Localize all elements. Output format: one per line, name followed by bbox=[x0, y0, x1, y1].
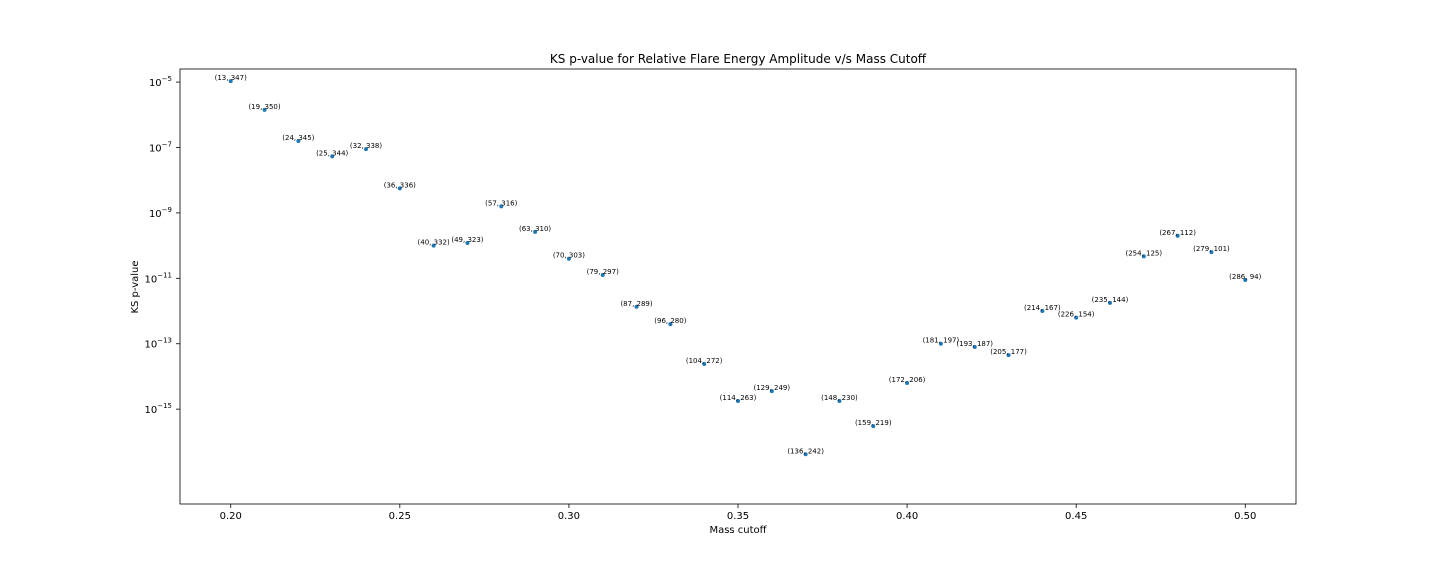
x-tick-label: 0.45 bbox=[1065, 511, 1087, 522]
y-tick-label: 10−9 bbox=[149, 206, 172, 220]
point-annotations: (13, 347) (19, 350) (24, 345)(25, 344)(32,… bbox=[215, 74, 1262, 455]
point-label: (136, 242) bbox=[787, 447, 824, 455]
point-label: (96, 280) bbox=[654, 317, 686, 325]
data-point bbox=[330, 154, 335, 159]
data-point bbox=[803, 452, 808, 457]
point-label: (159, 219) bbox=[855, 419, 892, 427]
data-point bbox=[1243, 277, 1248, 282]
chart-title: KS p-value for Relative Flare Energy Amp… bbox=[550, 52, 927, 66]
point-label: (79, 297) bbox=[587, 268, 619, 276]
data-point bbox=[634, 304, 639, 309]
point-label: (57, 316) bbox=[485, 199, 517, 207]
data-point bbox=[938, 341, 943, 346]
point-label: (49, 323) bbox=[451, 236, 483, 244]
data-point bbox=[228, 79, 233, 84]
data-point bbox=[1006, 353, 1011, 358]
data-point bbox=[1040, 309, 1045, 314]
data-point bbox=[296, 138, 301, 143]
data-point bbox=[702, 362, 707, 367]
y-tick-label: 10−15 bbox=[144, 402, 172, 416]
point-label: (129, 249) bbox=[753, 384, 790, 392]
data-point bbox=[397, 186, 402, 191]
point-label: (19, 350) bbox=[248, 103, 280, 111]
data-point bbox=[905, 380, 910, 385]
x-tick-label: 0.20 bbox=[220, 511, 242, 522]
point-label: (70, 303) bbox=[553, 252, 585, 260]
x-axis: 0.20 0.25 0.30 0.35 0.40 0.45 0.50 bbox=[220, 504, 1256, 522]
data-point bbox=[600, 273, 605, 278]
y-axis: 10−5 10−7 10−9 10−11 10−13 10−15 bbox=[144, 75, 180, 416]
x-tick-label: 0.25 bbox=[389, 511, 411, 522]
data-point bbox=[431, 243, 436, 248]
data-point bbox=[533, 229, 538, 234]
plot-frame bbox=[179, 68, 1297, 505]
point-label: (63, 310) bbox=[519, 225, 551, 233]
x-axis-label: Mass cutoff bbox=[709, 525, 767, 536]
point-label: (13, 347) bbox=[215, 74, 247, 82]
data-point bbox=[736, 398, 740, 403]
x-tick-label: 0.30 bbox=[558, 511, 580, 522]
data-point bbox=[1108, 300, 1112, 305]
data-point bbox=[465, 241, 470, 245]
point-label: (114, 263) bbox=[720, 394, 757, 402]
data-points bbox=[228, 79, 1248, 457]
data-point bbox=[1141, 254, 1146, 259]
point-label: (193, 187) bbox=[956, 340, 993, 348]
point-label: (40, 332) bbox=[418, 239, 450, 247]
y-tick-label: 10−7 bbox=[149, 140, 172, 154]
x-tick-label: 0.40 bbox=[896, 511, 918, 522]
point-label: (32, 338) bbox=[350, 142, 382, 150]
data-point bbox=[364, 147, 368, 152]
y-tick-label: 10−13 bbox=[144, 337, 172, 351]
data-point bbox=[1209, 250, 1214, 255]
y-tick-label: 10−5 bbox=[149, 75, 172, 89]
data-point bbox=[1074, 315, 1079, 320]
data-point bbox=[769, 389, 774, 394]
point-label: (214, 167) bbox=[1024, 304, 1061, 312]
point-label: (254, 125) bbox=[1125, 249, 1162, 257]
point-label: (24, 345) bbox=[282, 134, 314, 142]
point-label: (148, 230) bbox=[821, 394, 858, 402]
x-tick-label: 0.50 bbox=[1234, 511, 1256, 522]
x-tick-label: 0.35 bbox=[727, 511, 749, 522]
data-point bbox=[668, 322, 673, 327]
data-point bbox=[871, 424, 876, 429]
point-label: (104, 272) bbox=[686, 357, 723, 365]
point-label: (25, 344) bbox=[316, 149, 348, 157]
data-point bbox=[566, 256, 571, 261]
point-label: (181, 197) bbox=[923, 337, 960, 345]
data-point bbox=[972, 345, 977, 350]
y-tick-label: 10−11 bbox=[144, 271, 172, 285]
y-axis-label: KS p-value bbox=[130, 260, 141, 313]
point-label: (172, 206) bbox=[889, 376, 926, 384]
data-point bbox=[262, 107, 267, 112]
data-point bbox=[1175, 233, 1180, 238]
point-label: (226, 154) bbox=[1058, 311, 1095, 319]
data-point bbox=[837, 398, 842, 403]
point-label: (87, 289) bbox=[620, 300, 652, 308]
point-label: (205, 177) bbox=[990, 348, 1027, 356]
point-label: (36, 336) bbox=[384, 181, 416, 189]
point-label: (235, 144) bbox=[1092, 296, 1129, 304]
point-label: (286, 94) bbox=[1229, 273, 1261, 281]
point-label: (267, 112) bbox=[1159, 229, 1196, 237]
point-label: (279, 101) bbox=[1193, 245, 1230, 253]
data-point bbox=[499, 204, 504, 209]
